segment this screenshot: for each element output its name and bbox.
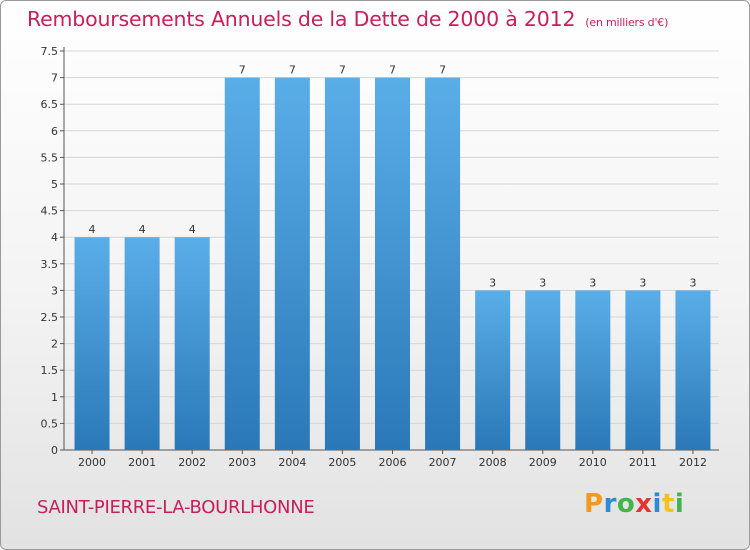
bar xyxy=(525,290,561,450)
bar xyxy=(74,237,110,450)
y-tick-label: 5.5 xyxy=(41,151,59,164)
data-label: 3 xyxy=(639,276,646,289)
data-label: 3 xyxy=(539,276,546,289)
y-tick-label: 2 xyxy=(51,338,58,351)
bar xyxy=(675,290,711,450)
data-label: 7 xyxy=(289,64,296,77)
y-tick-label: 5 xyxy=(51,178,58,191)
x-tick-label: 2002 xyxy=(178,456,206,469)
chart-subtitle: (en milliers d'€) xyxy=(585,16,669,29)
y-tick-label: 1 xyxy=(51,391,58,404)
logo-letter: x xyxy=(635,489,653,519)
logo-letter: i xyxy=(652,489,662,519)
data-label: 7 xyxy=(439,64,446,77)
bar xyxy=(375,77,410,450)
bar xyxy=(625,290,661,450)
logo-letter: t xyxy=(661,489,675,519)
bar xyxy=(274,77,310,450)
y-tick-label: 2.5 xyxy=(41,311,59,324)
logo-letter: r xyxy=(603,489,617,519)
x-tick-label: 2009 xyxy=(529,456,557,469)
logo-letter: o xyxy=(616,489,636,519)
y-tick-label: 7.5 xyxy=(41,45,59,58)
y-tick-label: 4.5 xyxy=(41,205,59,218)
bar xyxy=(475,290,511,450)
y-tick-label: 4 xyxy=(51,231,58,244)
x-tick-label: 2004 xyxy=(278,456,306,469)
x-tick-label: 2000 xyxy=(78,456,106,469)
x-tick-label: 2001 xyxy=(128,456,156,469)
x-tick-label: 2006 xyxy=(379,456,407,469)
y-tick-label: 0.5 xyxy=(41,417,59,430)
y-tick-label: 6.5 xyxy=(41,98,59,111)
y-tick-label: 3 xyxy=(51,284,58,297)
y-tick-label: 3.5 xyxy=(41,258,59,271)
commune-name: SAINT-PIERRE-LA-BOURLHONNE xyxy=(37,497,315,518)
data-label: 4 xyxy=(139,223,146,236)
x-tick-label: 2008 xyxy=(479,456,507,469)
data-label: 4 xyxy=(189,223,196,236)
logo-letter: i xyxy=(674,489,685,519)
data-label: 7 xyxy=(339,64,346,77)
data-label: 3 xyxy=(589,276,596,289)
data-label: 4 xyxy=(89,223,96,236)
x-tick-label: 2010 xyxy=(579,456,607,469)
x-tick-label: 2007 xyxy=(429,456,457,469)
bar xyxy=(425,77,461,450)
proxiti-logo: Proxiti xyxy=(584,489,684,519)
x-tick-label: 2003 xyxy=(228,456,256,469)
y-tick-label: 1.5 xyxy=(41,364,59,377)
x-tick-label: 2012 xyxy=(679,456,707,469)
data-label: 3 xyxy=(489,276,496,289)
title-text: Remboursements Annuels de la Dette de 20… xyxy=(27,7,576,31)
x-tick-label: 2005 xyxy=(328,456,356,469)
y-tick-label: 7 xyxy=(51,72,58,85)
data-label: 7 xyxy=(239,64,246,77)
y-tick-label: 6 xyxy=(51,125,58,138)
bar xyxy=(575,290,611,450)
x-tick-label: 2011 xyxy=(629,456,657,469)
bar xyxy=(324,77,360,450)
data-label: 3 xyxy=(689,276,696,289)
bar xyxy=(124,237,160,450)
bar xyxy=(174,237,210,450)
logo-letter: P xyxy=(584,489,604,519)
bar xyxy=(224,77,260,450)
y-tick-label: 0 xyxy=(51,444,58,457)
chart-title: Remboursements Annuels de la Dette de 20… xyxy=(27,7,668,31)
data-label: 7 xyxy=(389,64,396,77)
